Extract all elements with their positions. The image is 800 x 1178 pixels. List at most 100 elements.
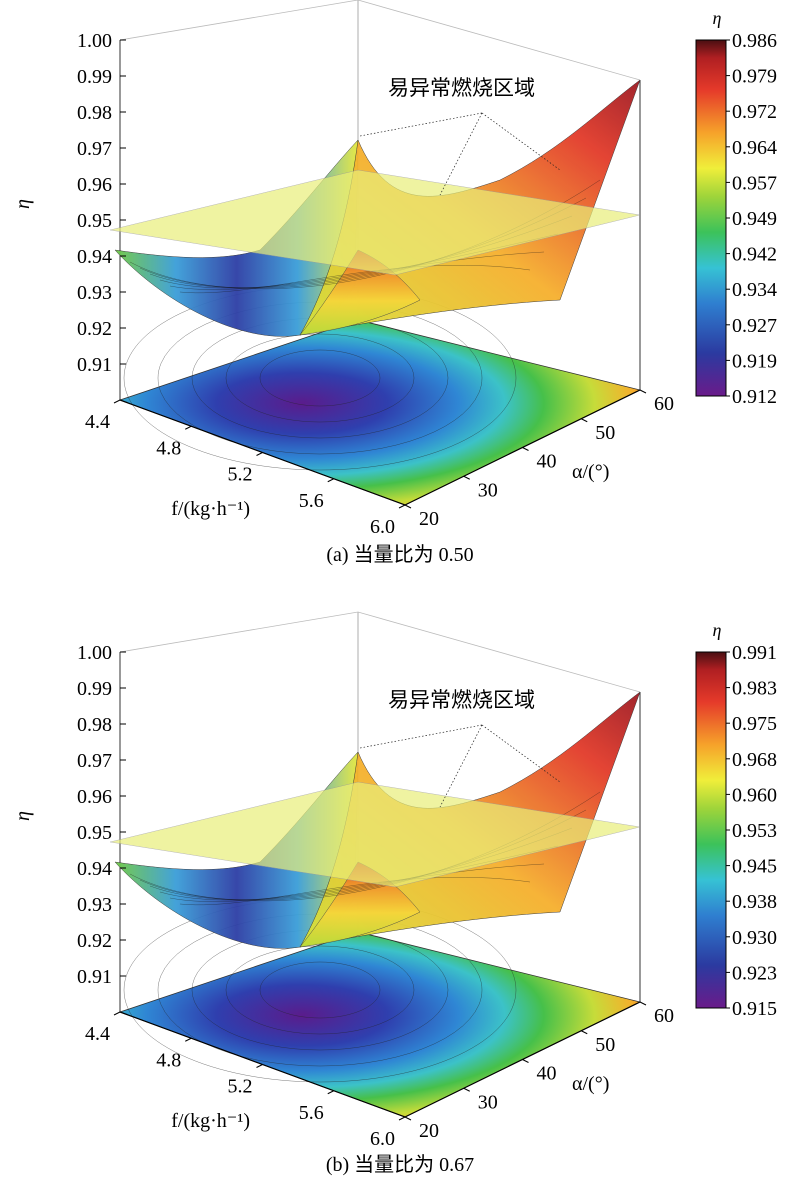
colorbar-tick-label: 0.986 <box>732 30 777 52</box>
top-edges <box>119 611 641 693</box>
colorbar-tick-label: 0.960 <box>732 784 777 806</box>
alpha-tick-mark <box>463 1087 470 1092</box>
surface-contour-line <box>179 265 531 294</box>
z-tick-label: 0.94 <box>77 858 112 880</box>
surface-contour-line <box>179 877 531 906</box>
f-tick-label: 5.2 <box>228 464 253 486</box>
colorbar-tick-label: 0.942 <box>732 244 777 266</box>
alpha-tick-label: 60 <box>654 393 674 415</box>
surface-contour-line <box>169 863 545 902</box>
alpha-tick-mark <box>581 418 588 423</box>
alpha-tick-label: 50 <box>595 1034 615 1056</box>
z-tick-label: 0.94 <box>77 246 112 268</box>
f-tick-mark <box>327 1090 334 1095</box>
f-tick-mark <box>185 1037 192 1042</box>
colorbar-tick-label: 0.919 <box>732 350 777 372</box>
alpha-tick-label: 30 <box>478 1091 498 1113</box>
f-tick-label: 4.4 <box>85 411 110 433</box>
colorbar-tick-label: 0.945 <box>732 856 777 878</box>
f-tick-mark <box>398 1116 406 1121</box>
colorbar-tick-label: 0.975 <box>732 713 777 735</box>
f-tick-mark <box>256 452 263 456</box>
f-tick-label: 4.8 <box>156 1049 181 1071</box>
annotation-label: 易异常燃烧区域 <box>388 76 535 100</box>
alpha-tick-mark <box>404 504 412 509</box>
z-tick-label: 0.92 <box>77 930 112 952</box>
alpha-tick-mark <box>522 447 529 451</box>
z-tick-label: 1.00 <box>77 30 112 52</box>
z-tick-label: 0.97 <box>77 750 112 772</box>
z-tick-label: 0.95 <box>77 822 112 844</box>
colorbar-tick-label: 0.964 <box>732 137 777 159</box>
colorbar <box>695 39 727 397</box>
alpha-tick-mark <box>522 1059 529 1063</box>
alpha-tick-label: 50 <box>595 422 615 444</box>
colorbar-tick-label: 0.972 <box>732 101 777 123</box>
f-tick-mark <box>113 1011 121 1016</box>
z-tick-label: 0.92 <box>77 318 112 340</box>
z-axis-label: η <box>12 199 34 209</box>
z-tick-label: 0.99 <box>77 66 112 88</box>
f-tick-mark <box>327 478 334 483</box>
annotation-leaders <box>359 112 561 196</box>
colorbar-tick-label: 0.938 <box>732 891 777 913</box>
colorbar-tick-label: 0.934 <box>732 279 777 301</box>
f-tick-mark <box>185 425 192 430</box>
floor-contour-map <box>118 931 642 1118</box>
z-tick-label: 0.93 <box>77 282 112 304</box>
floor-contour-map <box>118 319 642 506</box>
z-tick-label: 0.91 <box>77 966 112 988</box>
reference-plane <box>109 169 641 276</box>
panel-a-caption: (a) 当量比为 0.50 <box>326 544 474 566</box>
f-tick-mark <box>256 1064 263 1068</box>
colorbar-tick-label: 0.968 <box>732 749 777 771</box>
panel-b: 易异常燃烧区域1.000.990.980.970.960.950.940.930… <box>12 611 777 1150</box>
colorbar-tick-label: 0.927 <box>732 315 777 337</box>
alpha-tick-mark <box>639 1001 647 1006</box>
z-axis-label: η <box>12 811 34 821</box>
surface-contour-line <box>169 251 545 290</box>
z-tick-label: 0.91 <box>77 354 112 376</box>
alpha-tick-mark <box>581 1030 588 1035</box>
alpha-axis-label: α/(°) <box>572 1073 609 1095</box>
f-tick-label: 5.2 <box>228 1076 253 1098</box>
colorbar-tick-label: 0.983 <box>732 678 777 700</box>
alpha-tick-label: 40 <box>537 451 557 473</box>
colorbar-tick-label: 0.979 <box>732 66 777 88</box>
alpha-tick-label: 60 <box>654 1005 674 1027</box>
colorbar-tick-label: 0.912 <box>732 386 777 408</box>
floor-contour-line <box>225 333 415 423</box>
alpha-tick-label: 20 <box>419 508 439 530</box>
colorbar-label: η <box>713 8 722 28</box>
colorbar-tick-label: 0.915 <box>732 998 777 1020</box>
z-tick-label: 1.00 <box>77 642 112 664</box>
colorbar-label: η <box>713 620 722 640</box>
colorbar-tick-label: 0.957 <box>732 172 777 194</box>
alpha-tick-mark <box>639 389 647 394</box>
f-tick-label: 4.8 <box>156 437 181 459</box>
f-axis-label: f/(kg·h⁻¹) <box>171 1110 250 1132</box>
z-tick-label: 0.95 <box>77 210 112 232</box>
z-tick-label: 0.98 <box>77 714 112 736</box>
panel-a: 易异常燃烧区域 1.00 0.99 0.98 0.97 0.96 0.95 0.94 0.93 0… <box>12 0 777 538</box>
alpha-axis-label: α/(°) <box>572 461 609 483</box>
z-tick-label: 0.97 <box>77 138 112 160</box>
z-tick-label: 0.99 <box>77 678 112 700</box>
colorbar <box>695 651 727 1009</box>
f-tick-label: 4.4 <box>85 1023 110 1045</box>
f-axis-label: f/(kg·h⁻¹) <box>171 498 250 520</box>
z-tick-label: 0.96 <box>77 786 112 808</box>
alpha-tick-label: 40 <box>537 1063 557 1085</box>
f-tick-label: 6.0 <box>370 516 395 538</box>
colorbar-tick-label: 0.949 <box>732 208 777 230</box>
annotation-label: 易异常燃烧区域 <box>388 688 535 712</box>
floor-contour-line <box>259 961 381 1019</box>
f-tick-label: 5.6 <box>299 490 324 512</box>
alpha-tick-label: 20 <box>419 1120 439 1142</box>
z-tick-label: 0.96 <box>77 174 112 196</box>
f-tick-mark <box>398 504 406 509</box>
f-tick-mark <box>113 399 121 404</box>
floor-contour-line <box>259 349 381 407</box>
reference-plane <box>109 781 641 888</box>
